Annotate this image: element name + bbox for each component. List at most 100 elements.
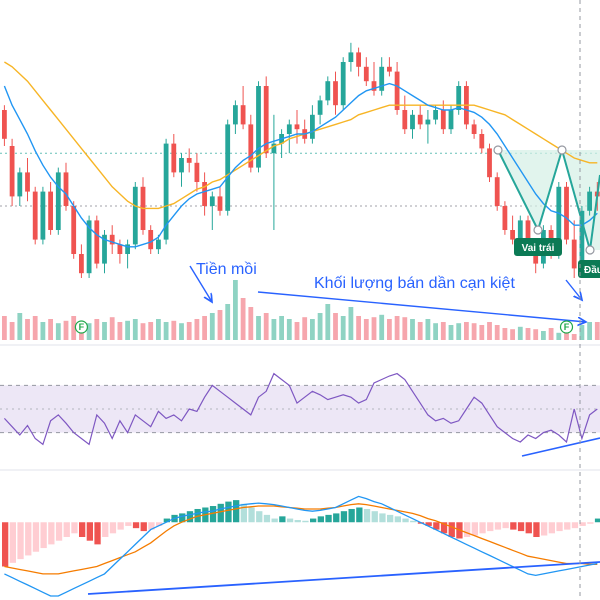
volume-bar: [225, 304, 231, 340]
candle-body: [263, 86, 269, 154]
candle-body: [163, 143, 169, 240]
volume-bar: [240, 298, 246, 340]
candle-body: [387, 66, 392, 72]
volume-bar: [448, 325, 454, 340]
macd-histogram-bar: [387, 514, 394, 523]
candle-body: [79, 254, 84, 274]
macd-histogram-bar: [333, 513, 340, 523]
macd-histogram-bar: [248, 507, 255, 523]
candle-body: [425, 119, 431, 125]
candle-body: [440, 110, 446, 130]
candle-body: [471, 124, 477, 134]
candle-body: [186, 158, 192, 163]
candle-body: [94, 220, 100, 264]
candle-body: [209, 196, 215, 206]
candle-body: [587, 191, 592, 211]
macd-histogram-bar: [402, 518, 409, 523]
macd-histogram-bar: [487, 522, 494, 532]
volume-bar: [140, 323, 146, 340]
volume-bar: [502, 328, 508, 340]
volume-bar: [86, 323, 92, 340]
candle-body: [371, 81, 377, 91]
macd-histogram-bar: [294, 520, 301, 523]
macd-histogram-bar: [533, 522, 540, 537]
candle-body: [48, 191, 53, 230]
volume-bar: [440, 322, 446, 340]
macd-histogram-bar: [363, 508, 371, 523]
macd-histogram-bar: [117, 522, 124, 530]
macd-histogram-bar: [356, 507, 363, 523]
volume-bar: [517, 326, 523, 340]
volume-marker-label: F: [564, 322, 570, 332]
volume-bar: [494, 325, 500, 340]
volume-bar: [533, 329, 539, 340]
macd-histogram-bar: [517, 522, 525, 532]
candle-body: [325, 81, 331, 101]
volume-bar: [433, 323, 438, 340]
macd-histogram-bar: [271, 518, 278, 523]
volume-bar: [387, 319, 392, 340]
candle-body: [510, 230, 515, 240]
volume-bar: [479, 325, 485, 340]
macd-histogram-bar: [494, 522, 502, 530]
macd-histogram-bar: [325, 514, 332, 523]
volume-bar: [541, 331, 546, 340]
macd-histogram-bar: [340, 511, 348, 523]
candle-body: [171, 143, 177, 173]
candle-body: [286, 124, 292, 134]
volume-bar: [379, 314, 385, 340]
volume-bar: [25, 319, 30, 340]
macd-trend-line: [87, 561, 600, 595]
macd-histogram-bar: [233, 500, 240, 523]
volume-bar: [156, 319, 161, 340]
macd-histogram-bar: [217, 503, 224, 523]
left-shoulder-label-bg: [514, 238, 562, 256]
volume-bar: [286, 319, 292, 340]
macd-histogram-bar: [433, 522, 440, 530]
candle-body: [17, 172, 23, 197]
macd-histogram-bar: [17, 522, 24, 560]
rsi-trend-line: [521, 437, 600, 457]
volume-bar: [2, 316, 7, 340]
candle-body: [525, 220, 531, 250]
candle-body: [25, 172, 30, 192]
macd-histogram-bar: [471, 522, 478, 536]
candle-body: [63, 172, 69, 206]
macd-histogram-bar: [94, 522, 101, 545]
candle-body: [2, 110, 7, 139]
candle-body: [348, 52, 354, 62]
volume-bar: [371, 317, 377, 340]
macd-pane: [2, 495, 600, 597]
volume-bar: [48, 319, 53, 340]
volume-bar: [410, 319, 415, 340]
candle-body: [256, 86, 261, 168]
macd-histogram-bar: [9, 522, 16, 563]
macd-histogram-bar: [587, 522, 594, 524]
volume-bar: [32, 316, 38, 340]
volume-bar: [294, 322, 300, 340]
candle-body: [32, 191, 38, 240]
candle-body: [102, 234, 107, 264]
volume-bar: [217, 310, 223, 340]
candle-body: [448, 110, 454, 130]
volume-bar: [148, 322, 154, 340]
pattern-point: [533, 225, 543, 235]
candle-body: [9, 146, 15, 197]
candle-body: [533, 249, 539, 264]
macd-histogram-bar: [302, 520, 309, 523]
macd-histogram-bar: [510, 522, 517, 530]
volume-bar: [94, 319, 100, 340]
volume-bar: [340, 316, 346, 340]
volume-bar: [248, 307, 254, 340]
volume-bar: [402, 317, 408, 340]
macd-histogram-bar: [379, 513, 386, 523]
volume-bar: [325, 304, 331, 340]
macd-histogram-bar: [541, 522, 548, 536]
volume-bar: [417, 322, 423, 340]
volume-bar: [117, 322, 123, 340]
volume-bar: [71, 316, 77, 340]
volume-bar: [363, 319, 369, 340]
macd-histogram-bar: [55, 522, 63, 541]
price-pane: Vai trái Đầu Tiền mồi Khối lượng bán dần…: [0, 42, 600, 322]
signal-line: [4, 503, 598, 575]
